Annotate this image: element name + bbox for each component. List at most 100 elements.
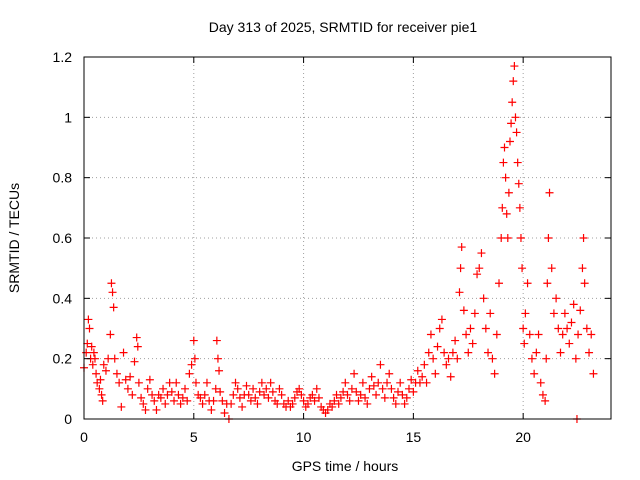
data-point [376,360,385,369]
data-point [486,309,495,318]
data-point [544,234,553,242]
data-point [339,387,348,396]
x-tick-label: 20 [515,429,531,445]
data-point [328,402,337,411]
data-point [163,390,172,399]
data-point [530,369,539,378]
data-point [385,369,394,378]
data-point [98,396,107,405]
data-point [141,405,150,414]
data-point [112,369,121,378]
data-point [308,390,317,399]
data-point [511,113,520,122]
data-point [518,264,527,273]
data-point [130,357,139,366]
data-point [119,348,128,357]
data-point [183,396,192,405]
data-point [284,396,293,405]
data-point [178,393,187,402]
x-tick-label: 0 [80,429,88,445]
data-point [332,390,341,399]
data-point [409,387,418,396]
data-point [249,384,258,393]
data-point [579,234,588,242]
data-point [167,387,176,396]
chart-title: Day 313 of 2025, SRMTID for receiver pie… [209,19,478,35]
data-point [336,393,345,402]
data-point [400,399,409,408]
data-point [350,369,359,378]
data-point [83,339,92,348]
data-point [212,336,221,345]
data-point [520,339,529,348]
data-point [462,330,471,339]
data-point [95,384,104,393]
data-point [174,390,183,399]
data-point [159,384,168,393]
y-tick-label: 0.6 [53,230,73,246]
data-point [161,399,170,408]
data-point [585,348,594,357]
data-point [312,384,321,393]
data-point [191,378,200,387]
data-point [156,393,165,402]
data-point [519,324,528,333]
data-point [567,318,576,327]
data-point [490,369,499,378]
data-point [90,354,99,363]
data-point [123,384,132,393]
y-tick-label: 0.2 [53,351,73,367]
data-point [479,294,488,303]
data-point [266,378,275,387]
data-point [85,324,94,333]
data-point [215,366,224,375]
data-point [257,378,266,387]
data-point [187,360,196,369]
data-point [343,390,352,399]
data-point [198,399,207,408]
data-point [470,309,479,318]
data-point [556,348,565,357]
data-point [498,203,507,212]
data-point [440,348,449,357]
data-point [545,188,554,197]
data-point [404,384,413,393]
data-point [509,77,518,86]
data-point [580,279,589,288]
data-point [372,390,381,399]
data-point [126,372,135,381]
data-point [523,279,532,288]
data-point [468,339,477,348]
data-point [383,378,392,387]
data-point [505,137,514,146]
data-point [589,369,598,378]
data-point [552,294,561,303]
data-point [150,396,159,405]
data-point [84,315,93,324]
data-point [143,384,152,393]
data-point [457,243,466,252]
data-point [133,342,142,351]
data-point [297,390,306,399]
data-point [374,378,383,387]
data-point [459,306,468,315]
data-point [145,375,154,384]
y-tick-label: 0.8 [53,170,73,186]
data-point [422,378,431,387]
data-point [242,381,251,390]
data-point [499,158,508,167]
data-point [437,315,446,324]
data-point [99,360,108,369]
data-point [565,339,574,348]
data-point [347,384,356,393]
y-tick-label: 1.2 [53,49,73,65]
data-point [341,378,350,387]
data-point [521,309,530,318]
data-point [391,399,400,408]
data-point [101,366,110,375]
data-point [109,303,118,312]
data-point [448,348,457,357]
data-point [354,396,363,405]
data-point [536,378,545,387]
